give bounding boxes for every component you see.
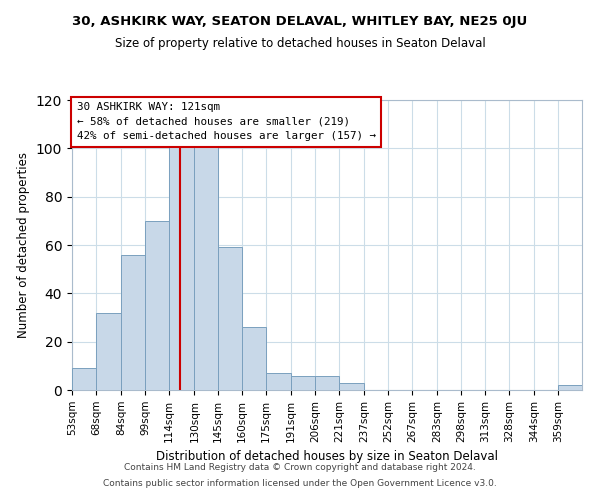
Bar xyxy=(315,376,339,390)
Bar xyxy=(218,248,242,390)
Bar xyxy=(194,146,218,390)
Text: Contains HM Land Registry data © Crown copyright and database right 2024.: Contains HM Land Registry data © Crown c… xyxy=(124,464,476,472)
Bar xyxy=(291,376,315,390)
Text: Size of property relative to detached houses in Seaton Delaval: Size of property relative to detached ho… xyxy=(115,38,485,51)
Bar xyxy=(339,383,364,390)
Bar xyxy=(558,385,582,390)
Text: 30, ASHKIRK WAY, SEATON DELAVAL, WHITLEY BAY, NE25 0JU: 30, ASHKIRK WAY, SEATON DELAVAL, WHITLEY… xyxy=(73,15,527,28)
Bar xyxy=(242,327,266,390)
Bar xyxy=(266,373,291,390)
Bar xyxy=(96,312,121,390)
Bar xyxy=(72,368,96,390)
Y-axis label: Number of detached properties: Number of detached properties xyxy=(17,152,31,338)
Text: 30 ASHKIRK WAY: 121sqm
← 58% of detached houses are smaller (219)
42% of semi-de: 30 ASHKIRK WAY: 121sqm ← 58% of detached… xyxy=(77,102,376,141)
Bar xyxy=(121,254,145,390)
Text: Contains public sector information licensed under the Open Government Licence v3: Contains public sector information licen… xyxy=(103,478,497,488)
Bar xyxy=(169,146,194,390)
Bar xyxy=(145,221,169,390)
X-axis label: Distribution of detached houses by size in Seaton Delaval: Distribution of detached houses by size … xyxy=(156,450,498,463)
